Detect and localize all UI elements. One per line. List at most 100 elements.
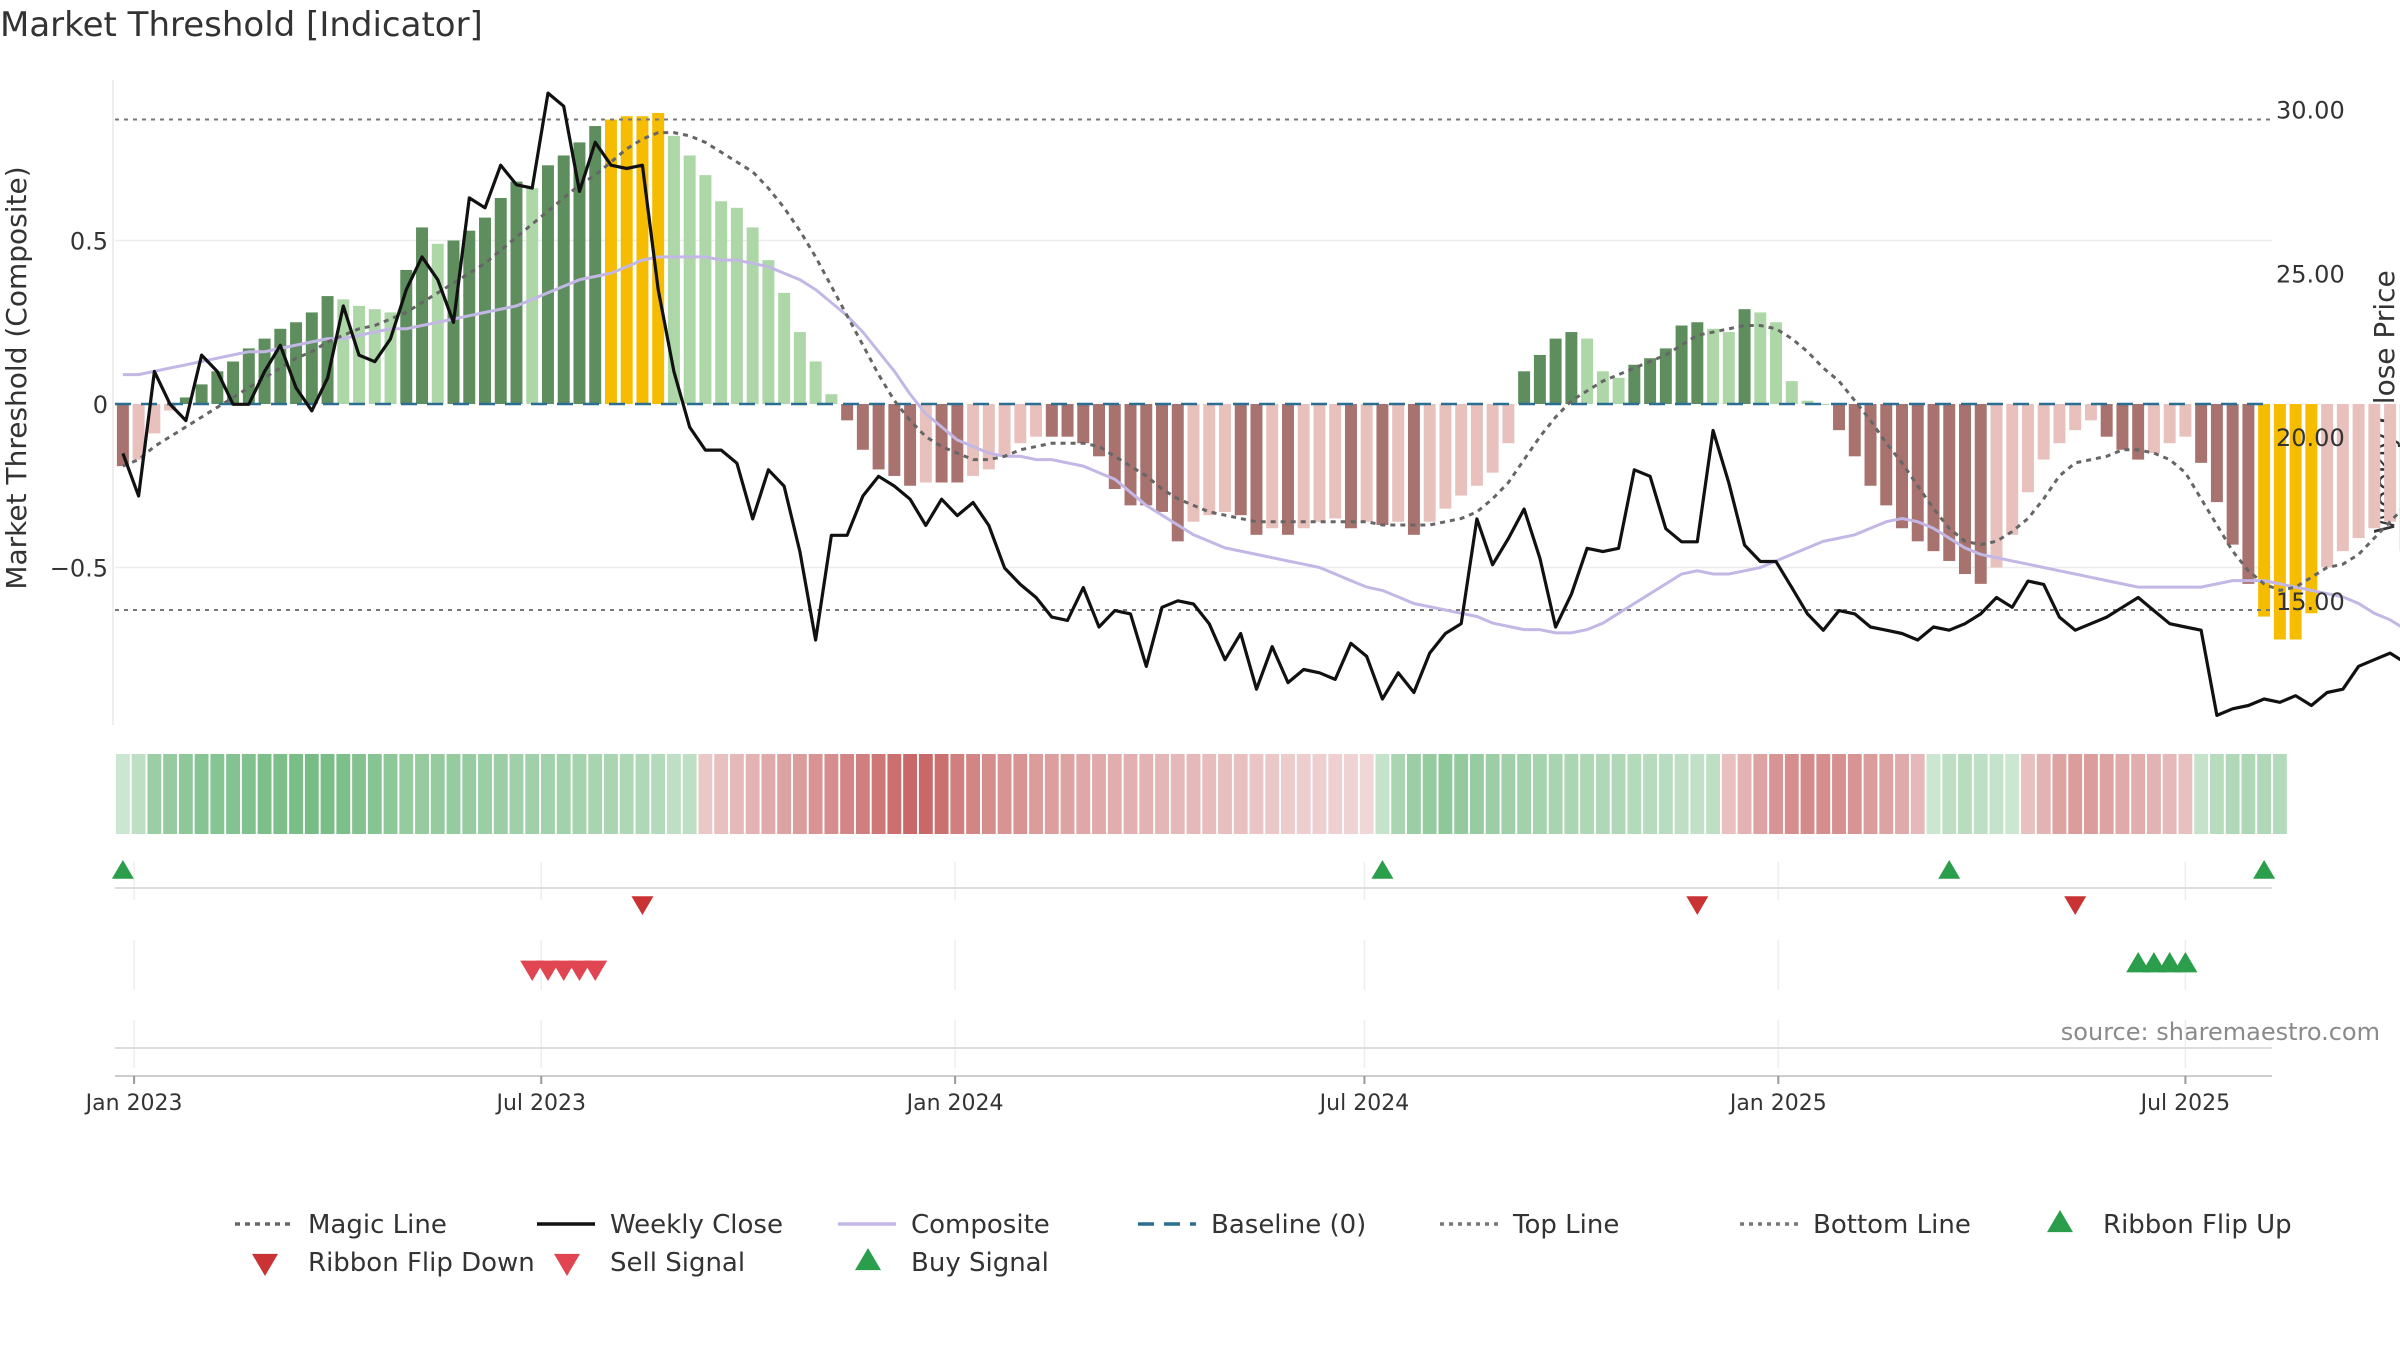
ribbon-cell xyxy=(981,754,996,834)
ribbon-cell xyxy=(1029,754,1043,834)
ribbon-cell xyxy=(367,754,382,834)
composite-bar xyxy=(778,292,791,404)
ribbon-cell xyxy=(777,754,792,834)
ribbon-cell xyxy=(320,754,335,834)
composite-bar xyxy=(2179,404,2192,437)
composite-bar xyxy=(730,207,743,404)
ribbon-cell xyxy=(1013,754,1028,834)
ribbon-cell xyxy=(525,754,540,834)
composite-bar xyxy=(667,135,680,405)
composite-bar xyxy=(2053,404,2066,444)
ribbon-cell xyxy=(462,754,477,834)
composite-bar xyxy=(2368,404,2381,529)
ribbon-cell xyxy=(2225,754,2240,834)
ribbon-cell xyxy=(1233,754,1248,834)
ribbon-cell xyxy=(2052,754,2067,834)
composite-bar xyxy=(1628,364,1641,404)
ribbon-cell xyxy=(336,754,351,834)
ribbon-cell xyxy=(1060,754,1075,834)
ribbon-cell xyxy=(478,754,492,834)
ribbon-cell xyxy=(1139,754,1154,834)
ribbon-cell xyxy=(1485,754,1500,834)
ribbon-cell xyxy=(430,754,445,834)
ribbon-cell xyxy=(604,754,618,834)
ribbon-cell xyxy=(1627,754,1642,834)
ribbon-cell xyxy=(131,754,146,834)
composite-bar xyxy=(431,243,444,404)
ribbon-cell xyxy=(824,754,839,834)
ribbon-cell xyxy=(210,754,225,834)
ribbon-cell xyxy=(1218,754,1232,834)
composite-bar xyxy=(652,112,665,404)
composite-bar xyxy=(951,404,964,483)
ribbon-cell xyxy=(635,754,650,834)
composite-bar xyxy=(526,188,539,404)
composite-bar xyxy=(1455,404,1468,496)
composite-bar xyxy=(1880,404,1893,506)
composite-bar xyxy=(2163,404,2176,444)
sell-signal-marker xyxy=(583,960,608,981)
composite-bar xyxy=(715,201,728,404)
composite-bar xyxy=(479,217,491,404)
ribbon-cell xyxy=(399,754,414,834)
ribbon-cell xyxy=(509,754,524,834)
legend-composite-label: Composite xyxy=(911,1210,1050,1240)
ribbon-cell xyxy=(1989,754,2004,834)
composite-bar xyxy=(967,404,980,476)
legend-ribbon-flip-down-label: Ribbon Flip Down xyxy=(308,1248,535,1278)
ribbon-cell xyxy=(493,754,508,834)
composite-bar xyxy=(2132,404,2145,460)
ribbon-cell xyxy=(1123,754,1138,834)
ribbon-flip-up-marker xyxy=(1938,860,1961,879)
ribbon-cell xyxy=(682,754,697,834)
ribbon-cell xyxy=(745,754,760,834)
legend-ribbon-flip-down-swatch xyxy=(252,1253,278,1276)
ribbon-flip-up-marker xyxy=(111,860,134,879)
ribbon-cell xyxy=(178,754,193,834)
x-tick-label: Jul 2023 xyxy=(494,1091,586,1116)
composite-bar xyxy=(290,322,303,404)
composite-bar xyxy=(1124,404,1137,506)
legend-buy-signal-label: Buy Signal xyxy=(911,1248,1049,1278)
ribbon-cell xyxy=(918,754,933,834)
ribbon-cell xyxy=(1611,754,1626,834)
ribbon-cell xyxy=(1958,754,1972,834)
ribbon-cell xyxy=(1879,754,1894,834)
ribbon-cell xyxy=(761,754,776,834)
ribbon-cell xyxy=(1926,754,1941,834)
x-tick-label: Jan 2023 xyxy=(84,1091,183,1116)
ribbon-cell xyxy=(1312,754,1327,834)
ribbon-strip xyxy=(115,754,2287,834)
composite-bar xyxy=(400,269,413,404)
composite-bar xyxy=(2242,404,2255,584)
composite-bar xyxy=(1187,404,1200,522)
ribbon-cell xyxy=(808,754,823,834)
composite-bar xyxy=(856,404,869,450)
composite-bar xyxy=(2195,404,2208,463)
ribbon-cell xyxy=(1092,754,1106,834)
ribbon-cell xyxy=(1942,754,1957,834)
ribbon-cell xyxy=(1580,754,1595,834)
ribbon-cell xyxy=(1170,754,1185,834)
ribbon-cell xyxy=(2131,754,2146,834)
composite-bar xyxy=(1266,404,1279,529)
legend-bottom-line-label: Bottom Line xyxy=(1813,1210,1971,1240)
right-tick-label: 25.00 xyxy=(2276,260,2345,288)
composite-bar xyxy=(211,371,224,404)
composite-bar xyxy=(1927,404,1940,552)
ribbon-cell xyxy=(1422,754,1437,834)
ribbon-cell xyxy=(619,754,634,834)
ribbon-cell xyxy=(966,754,981,834)
composite-bar xyxy=(919,404,932,483)
composite-bar xyxy=(1659,348,1672,404)
composite-bar xyxy=(2321,404,2334,568)
ribbon-cell xyxy=(588,754,603,834)
ribbon-cell xyxy=(1501,754,1516,834)
composite-bar xyxy=(2273,404,2286,640)
composite-bar xyxy=(148,404,161,434)
composite-bar xyxy=(620,116,633,405)
legend-weekly-close-label: Weekly Close xyxy=(610,1210,783,1240)
ribbon-cell xyxy=(2084,754,2098,834)
ribbon-cell xyxy=(147,754,162,834)
ribbon-cell xyxy=(446,754,461,834)
